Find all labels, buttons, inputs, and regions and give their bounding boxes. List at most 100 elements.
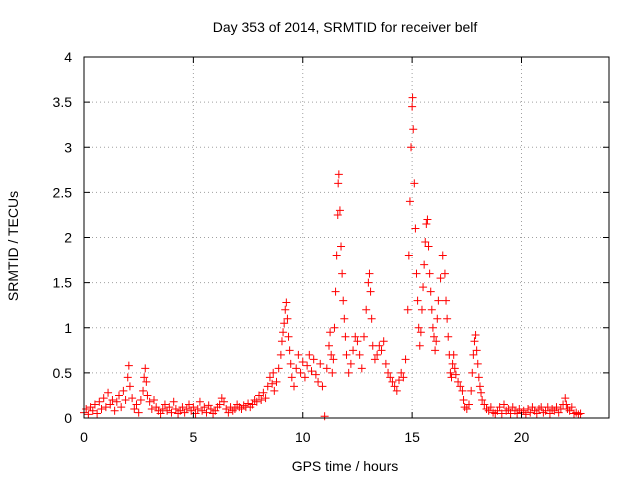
data-point	[123, 373, 132, 382]
data-point	[482, 404, 491, 413]
data-point	[426, 287, 435, 296]
data-point	[344, 368, 353, 377]
data-point	[428, 323, 437, 332]
data-point	[478, 395, 487, 404]
data-point	[125, 382, 134, 391]
data-point	[444, 332, 453, 341]
data-point	[112, 397, 121, 406]
data-point	[84, 410, 93, 419]
data-point	[448, 359, 457, 368]
data-point	[425, 269, 434, 278]
data-point	[446, 368, 455, 377]
data-point	[370, 355, 379, 364]
data-point	[285, 346, 294, 355]
data-point	[353, 337, 362, 346]
y-tick-label: 1	[64, 320, 72, 336]
data-point	[528, 403, 537, 412]
x-tick-label: 0	[80, 429, 88, 445]
x-tick-label: 15	[404, 429, 420, 445]
data-point	[526, 408, 535, 417]
data-point	[373, 350, 382, 359]
y-tick-label: 4	[64, 49, 72, 65]
data-point	[388, 377, 397, 386]
data-point	[270, 386, 279, 395]
data-point	[316, 359, 325, 368]
data-point	[88, 406, 97, 415]
data-point	[467, 386, 476, 395]
data-point	[342, 350, 351, 359]
data-point	[277, 337, 286, 346]
y-axis-title: SRMTID / TECUs	[5, 191, 21, 301]
data-point	[93, 409, 102, 418]
data-point	[303, 361, 312, 370]
data-point	[360, 332, 368, 341]
data-point	[576, 409, 585, 418]
data-point	[384, 368, 393, 377]
y-tick-label: 0.5	[53, 365, 73, 381]
data-point	[261, 394, 270, 403]
data-point	[296, 368, 305, 377]
data-point	[140, 373, 149, 382]
data-point	[325, 341, 333, 350]
data-point	[263, 382, 272, 391]
data-point	[404, 251, 413, 260]
data-point	[283, 314, 292, 323]
data-point	[274, 364, 283, 373]
data-point	[420, 260, 429, 269]
data-point	[141, 364, 150, 373]
data-point	[477, 388, 486, 397]
data-point	[532, 409, 541, 418]
data-point	[375, 341, 384, 350]
data-point	[341, 332, 350, 341]
data-point	[99, 394, 108, 403]
data-point	[562, 400, 571, 409]
data-point	[259, 388, 268, 397]
data-point	[300, 373, 309, 382]
data-point	[132, 400, 141, 409]
data-point	[486, 403, 495, 412]
data-point	[436, 274, 445, 283]
data-point	[417, 305, 426, 314]
data-point	[434, 296, 443, 305]
data-point	[480, 400, 489, 409]
data-point	[386, 373, 395, 382]
x-tick-label: 20	[514, 429, 530, 445]
data-point	[545, 409, 554, 418]
data-point	[287, 373, 296, 382]
data-point	[408, 102, 417, 111]
data-point	[471, 330, 480, 339]
data-point	[326, 328, 335, 337]
data-point	[101, 403, 110, 412]
chart-title: Day 353 of 2014, SRMTID for receiver bel…	[213, 19, 478, 35]
data-point	[228, 406, 237, 415]
data-point	[430, 332, 438, 341]
data-point	[423, 215, 432, 224]
data-point	[156, 409, 165, 418]
data-point	[104, 388, 113, 397]
data-point	[413, 296, 422, 305]
data-point	[366, 287, 375, 296]
data-point	[355, 350, 364, 359]
data-point	[563, 404, 572, 413]
data-point	[320, 412, 329, 421]
data-point	[458, 386, 467, 395]
data-point	[535, 404, 543, 413]
data-point	[351, 332, 360, 341]
data-point	[474, 373, 483, 382]
data-point	[276, 350, 285, 359]
data-point	[252, 397, 261, 406]
data-point	[357, 364, 366, 373]
data-point	[451, 370, 460, 379]
data-point	[405, 197, 414, 206]
data-point	[284, 332, 293, 341]
data-point	[548, 404, 557, 413]
data-point	[178, 403, 187, 412]
data-point	[152, 403, 161, 412]
data-point	[508, 403, 517, 412]
data-point	[215, 400, 224, 409]
data-point	[390, 382, 399, 391]
data-point	[552, 403, 561, 412]
data-point	[401, 355, 410, 364]
data-point	[346, 359, 355, 368]
grid-lines	[84, 57, 609, 418]
